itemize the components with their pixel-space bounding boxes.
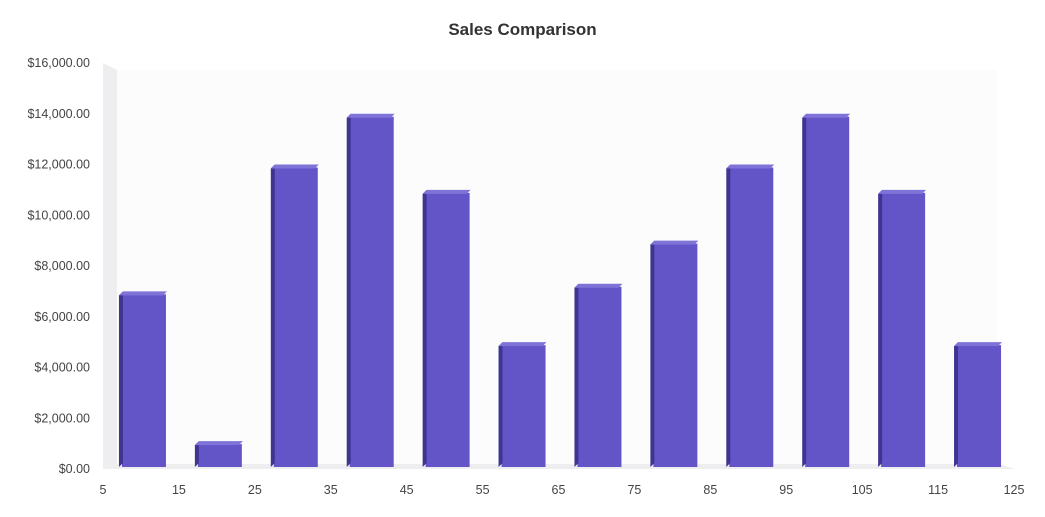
bar bbox=[346, 113, 395, 467]
bar-front bbox=[729, 167, 774, 467]
bar-side bbox=[346, 113, 351, 467]
bar-top bbox=[118, 291, 167, 296]
y-tick-label: $2,000.00 bbox=[34, 411, 90, 425]
bar bbox=[878, 189, 927, 467]
bar-front bbox=[349, 116, 394, 467]
bar-front bbox=[501, 345, 546, 467]
bar-side bbox=[498, 342, 503, 467]
bar-top bbox=[194, 441, 243, 446]
bar-front bbox=[121, 294, 166, 467]
x-tick-label: 105 bbox=[852, 483, 873, 497]
bar bbox=[422, 189, 471, 467]
y-tick-label: $12,000.00 bbox=[27, 158, 90, 172]
y-tick-label: $0.00 bbox=[59, 462, 90, 476]
bar-front bbox=[653, 243, 698, 467]
bar-side bbox=[422, 189, 427, 467]
bars bbox=[118, 113, 1003, 467]
floor bbox=[103, 464, 1014, 469]
bar-front bbox=[197, 444, 242, 467]
bar bbox=[118, 291, 167, 467]
y-tick-label: $16,000.00 bbox=[27, 56, 90, 70]
bar-top bbox=[878, 189, 927, 194]
bar-side bbox=[270, 164, 275, 467]
x-tick-label: 115 bbox=[928, 483, 948, 497]
bar-top bbox=[574, 283, 623, 288]
y-tick-label: $10,000.00 bbox=[27, 208, 90, 222]
x-tick-label: 5 bbox=[100, 483, 107, 497]
x-axis: 5 15 25 35 45 55 65 75 85 95 105 115 125 bbox=[100, 483, 1025, 497]
bar-side bbox=[954, 342, 959, 467]
bar-front bbox=[805, 116, 850, 467]
x-tick-label: 85 bbox=[703, 483, 717, 497]
y-axis: $0.00 $2,000.00 $4,000.00 $6,000.00 $8,000.0… bbox=[27, 56, 90, 476]
plot-background bbox=[117, 70, 997, 464]
bar bbox=[650, 240, 699, 467]
bar bbox=[498, 342, 547, 467]
bar-top bbox=[802, 113, 851, 118]
bar-top bbox=[346, 113, 395, 118]
bar-front bbox=[577, 286, 622, 467]
y-tick-label: $4,000.00 bbox=[34, 361, 90, 375]
bar-side bbox=[118, 291, 123, 467]
bar-top bbox=[726, 164, 775, 169]
bar-front bbox=[425, 192, 470, 467]
bar-top bbox=[650, 240, 699, 245]
bar-side bbox=[574, 283, 579, 467]
bar-side bbox=[878, 189, 883, 467]
bar-top bbox=[498, 342, 547, 347]
bar-front bbox=[881, 192, 926, 467]
bar bbox=[954, 342, 1003, 467]
bar-front bbox=[273, 167, 318, 467]
chart-title: Sales Comparison bbox=[448, 20, 597, 39]
bar-side bbox=[650, 240, 655, 467]
x-tick-label: 125 bbox=[1004, 483, 1025, 497]
y-tick-label: $14,000.00 bbox=[27, 107, 90, 121]
bar bbox=[802, 113, 851, 467]
bar-front bbox=[957, 345, 1002, 467]
bar-side bbox=[194, 441, 199, 467]
bar-top bbox=[270, 164, 319, 169]
x-tick-label: 55 bbox=[476, 483, 490, 497]
x-tick-label: 35 bbox=[324, 483, 338, 497]
x-tick-label: 65 bbox=[552, 483, 566, 497]
bar bbox=[194, 441, 243, 467]
x-tick-label: 25 bbox=[248, 483, 262, 497]
y-tick-label: $6,000.00 bbox=[34, 310, 90, 324]
y-tick-label: $8,000.00 bbox=[34, 259, 90, 273]
bar bbox=[574, 283, 623, 467]
bar-top bbox=[954, 342, 1003, 347]
bar-side bbox=[802, 113, 807, 467]
bar-top bbox=[422, 189, 471, 194]
x-tick-label: 45 bbox=[400, 483, 414, 497]
bar bbox=[726, 164, 775, 467]
left-wall bbox=[103, 63, 117, 469]
x-tick-label: 15 bbox=[172, 483, 186, 497]
bar-side bbox=[726, 164, 731, 467]
x-tick-label: 75 bbox=[627, 483, 641, 497]
bar bbox=[270, 164, 319, 467]
x-tick-label: 95 bbox=[779, 483, 793, 497]
